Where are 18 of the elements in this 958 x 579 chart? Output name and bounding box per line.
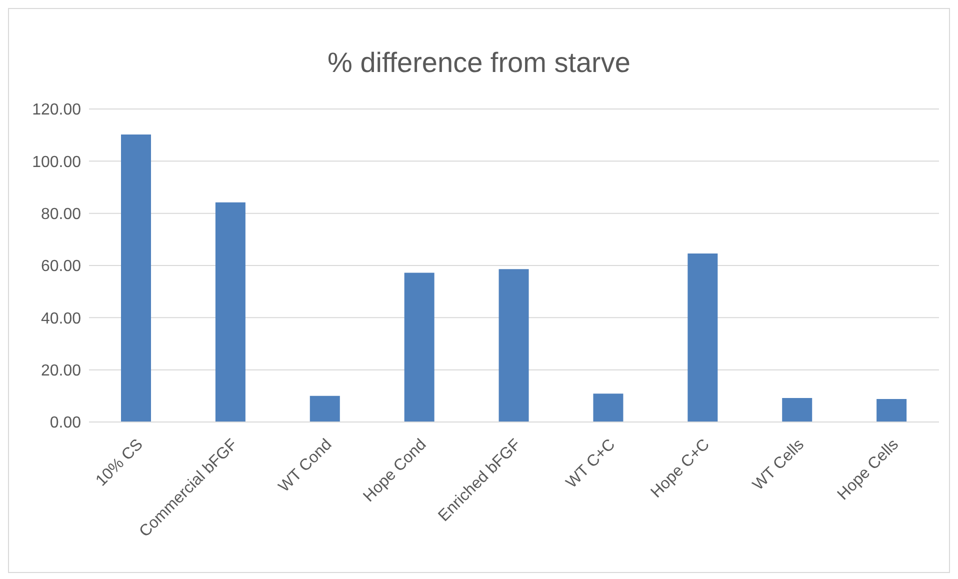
bar	[876, 399, 907, 422]
bar	[593, 394, 624, 422]
y-tick-label: 40.00	[40, 310, 82, 328]
chart-title: % difference from starve	[326, 47, 632, 79]
bar	[121, 134, 151, 422]
x-tick-label: WT C+C	[563, 436, 619, 492]
y-tick-label: 0.00	[50, 414, 82, 432]
y-tick-label: 120.00	[32, 102, 82, 119]
bar	[782, 398, 812, 422]
bar	[688, 254, 718, 422]
bar	[498, 269, 529, 422]
y-tick-label: 60.00	[40, 258, 82, 276]
bar	[215, 202, 246, 422]
y-tick-label: 20.00	[40, 362, 82, 380]
bar	[404, 272, 434, 422]
y-tick-label: 100.00	[32, 154, 82, 171]
bar	[310, 396, 340, 422]
y-tick-label: 80.00	[40, 206, 82, 224]
